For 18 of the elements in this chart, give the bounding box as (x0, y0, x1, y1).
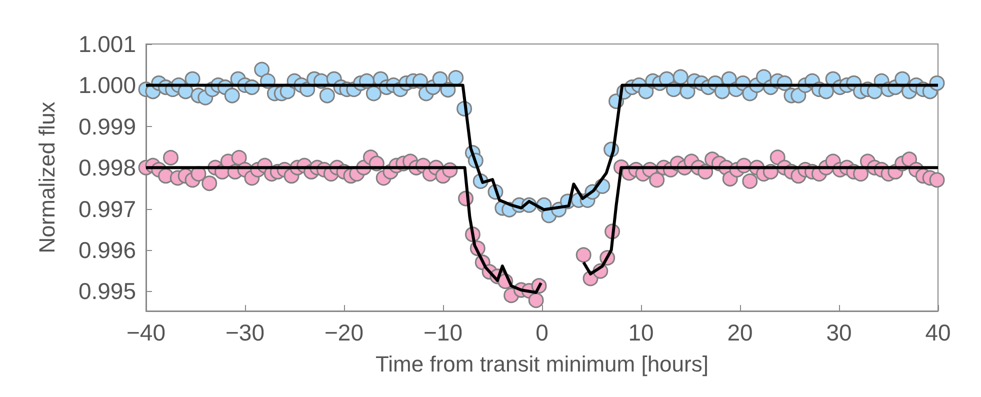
x-tick-label: 40 (925, 320, 951, 346)
x-tick-label: −20 (324, 320, 364, 346)
y-tick-label: 0.995 (78, 278, 136, 304)
x-axis-title: Time from transit minimum [hours] (376, 352, 708, 376)
y-tick-label: 0.997 (78, 196, 136, 222)
x-tick-label: −10 (423, 320, 463, 346)
x-tick-label: 20 (727, 320, 753, 346)
x-tick-label: −40 (126, 320, 166, 346)
y-tick-label: 1.001 (78, 31, 136, 57)
x-tick-label: 0 (536, 320, 548, 346)
y-tick-label: 0.999 (78, 113, 136, 140)
y-tick-label: 0.996 (78, 237, 136, 264)
x-tick-label: 30 (826, 320, 852, 346)
x-tick-label: 10 (628, 320, 654, 346)
y-axis-title: Normalized flux (34, 102, 60, 254)
y-tick-label: 1.000 (78, 72, 136, 98)
x-tick-label: −30 (225, 320, 265, 346)
y-tick-label: 0.998 (78, 154, 136, 181)
